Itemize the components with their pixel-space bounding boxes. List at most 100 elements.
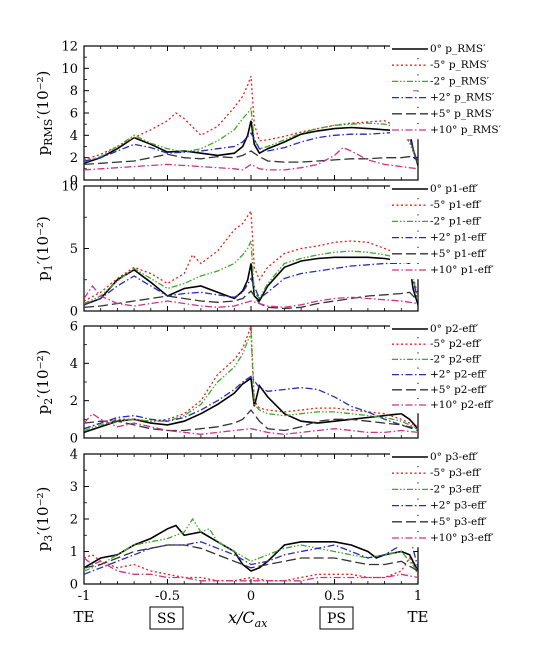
ps-region-label: PS	[327, 611, 346, 627]
legend-label-6: +10° p_RMS′	[430, 124, 502, 136]
legend-label-1: 0° p2-eff′	[430, 323, 479, 335]
y-axis-title-main: p	[34, 146, 52, 156]
series-line-1	[84, 376, 418, 434]
y-axis-title: p2′(10⁻²)	[34, 350, 55, 415]
legend-bg	[390, 124, 540, 140]
legend-label-6: +10° p2-eff′	[430, 399, 494, 411]
legend-label-5: +5° p_RMS′	[430, 108, 495, 120]
y-axis-title: p1′(10⁻²)	[34, 216, 55, 281]
series-line-2	[84, 209, 418, 302]
legend-bg	[390, 231, 540, 247]
series-line-6	[84, 412, 418, 435]
legend-label-2: -5° p2-eff′	[430, 338, 482, 350]
legend-label-4: +2° p_RMS′	[430, 92, 495, 104]
y-axis-title-unit: ′(10⁻²)	[34, 216, 52, 264]
legend-bg	[390, 215, 540, 231]
series-line-3	[84, 517, 418, 572]
legend-bg	[390, 368, 540, 383]
legend-label-2: -5° p_RMS′	[430, 59, 490, 71]
legend-bg	[390, 399, 540, 414]
legend-label-2: -5° p3-eff′	[430, 467, 482, 479]
y-axis-title-sub: 2	[42, 398, 55, 405]
series-line-4	[84, 262, 418, 306]
legend-bg	[390, 264, 540, 280]
x-axis-edge-right: TE	[408, 608, 429, 626]
y-axis-title-sub: 1	[42, 264, 55, 271]
series-line-5	[84, 408, 418, 432]
legend-bg	[390, 199, 540, 215]
ps-region-box	[319, 606, 354, 630]
legend-bg	[390, 532, 540, 548]
x-tick-label: 0	[247, 589, 255, 604]
y-tick-label: 10	[61, 62, 78, 77]
x-axis-title: x/Cax	[228, 608, 268, 630]
legend-bg	[390, 75, 540, 91]
y-tick-label: 4	[70, 357, 78, 372]
legend-bg	[390, 107, 540, 123]
series-line-2	[84, 75, 418, 163]
legend: 0° p_RMS′ -5° p_RMS′ -2° p_RMS′ +2° p_RMS′ +…	[390, 43, 540, 140]
panel-2: 0 5 10 p1′(10⁻²) 0° p1-eff′ -5° p1-eff′ -2° p1…	[34, 180, 540, 320]
series-line-6	[84, 557, 418, 582]
y-tick-label: 2	[70, 513, 78, 528]
y-axis-title-sub: RMS	[42, 119, 55, 146]
legend-label-3: -2° p2-eff′	[430, 353, 482, 365]
y-tick-label: 3	[70, 480, 78, 495]
legend: 0° p2-eff′ -5° p2-eff′ -2° p2-eff′ +2° p2-e…	[390, 323, 540, 414]
series-group	[84, 209, 418, 310]
series-line-3	[84, 106, 418, 164]
legend-bg	[390, 247, 540, 263]
y-tick-label: 8	[70, 84, 78, 99]
legend-bg	[390, 383, 540, 398]
legend-bg	[390, 183, 540, 199]
y-axis-title-unit: ′(10⁻²)	[34, 71, 52, 119]
y-tick-label: 5	[70, 242, 78, 257]
legend-bg	[390, 43, 540, 59]
series-line-6	[84, 284, 418, 308]
legend-bg	[390, 323, 540, 338]
legend-bg	[390, 91, 540, 107]
legend-label-2: -5° p1-eff′	[430, 199, 482, 211]
y-axis-title: pRMS′(10⁻²)	[34, 71, 55, 156]
y-tick-label: 0	[70, 578, 78, 593]
series-line-4	[84, 533, 418, 575]
y-axis-title-unit: ′(10⁻²)	[34, 350, 52, 398]
legend-bg	[390, 353, 540, 368]
y-tick-label: 0	[70, 432, 78, 447]
y-tick-label: 4	[70, 448, 78, 463]
x-tick-label: -0.5	[155, 589, 180, 604]
legend-bg	[390, 483, 540, 499]
y-tick-label: 6	[70, 320, 78, 335]
series-line-6	[84, 146, 418, 171]
panel-1: 0 2 4 6 8 10 12 pRMS′(10⁻²) 0° p_RMS′ -5° p_RMS′ -…	[34, 40, 540, 189]
legend-bg	[390, 499, 540, 515]
series-line-4	[84, 131, 418, 165]
legend-bg	[390, 451, 540, 467]
series-line-5	[84, 544, 418, 572]
x-tick-label: -1	[78, 589, 91, 604]
x-tick-label: 1	[414, 589, 422, 604]
series-group	[84, 517, 418, 582]
y-axis-title-main: p	[34, 542, 52, 552]
ss-region-box	[149, 606, 184, 630]
legend-label-1: 0° p1-eff′	[430, 183, 479, 195]
y-tick-label: 0	[70, 174, 78, 189]
x-axis-title-main: x/C	[228, 608, 255, 627]
series-group	[84, 326, 418, 435]
x-axis-title-sub: ax	[255, 617, 269, 630]
legend-label-3: -2° p_RMS′	[430, 75, 490, 87]
series-line-3	[84, 333, 418, 432]
y-tick-label: 2	[70, 394, 78, 409]
ss-region-label: SS	[157, 611, 176, 627]
series-line-3	[84, 240, 418, 305]
y-axis-title: p3′(10⁻²)	[34, 487, 55, 552]
y-axis-title-main: p	[34, 271, 52, 281]
series-line-2	[84, 554, 418, 582]
legend-label-6: +10° p1-eff′	[430, 264, 494, 276]
series-line-4	[84, 375, 418, 430]
y-tick-label: 4	[70, 129, 78, 144]
legend-label-4: +2° p2-eff′	[430, 369, 488, 381]
legend-label-5: +5° p2-eff′	[430, 384, 488, 396]
